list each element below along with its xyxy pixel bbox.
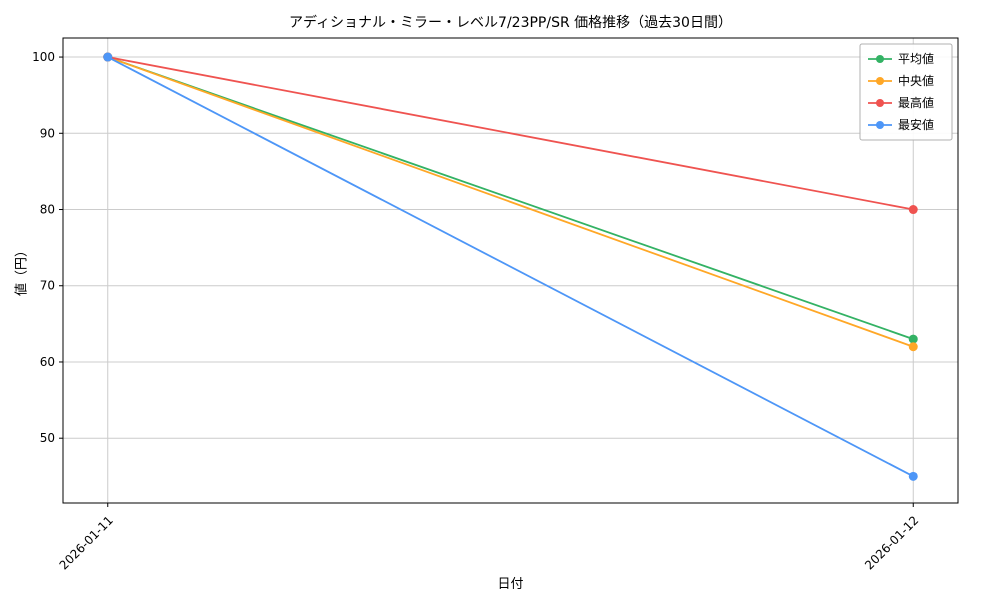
legend-marker bbox=[876, 99, 884, 107]
series-marker-0 bbox=[908, 334, 918, 344]
y-tick-label: 70 bbox=[40, 279, 55, 293]
legend-label: 平均値 bbox=[898, 51, 934, 66]
legend-marker bbox=[876, 121, 884, 129]
x-axis-label: 日付 bbox=[497, 577, 524, 592]
y-axis-label: 値（円） bbox=[14, 243, 30, 297]
legend-label: 最安値 bbox=[898, 117, 934, 132]
y-tick-label: 100 bbox=[32, 50, 55, 64]
legend-box bbox=[859, 43, 953, 141]
y-tick-label: 50 bbox=[40, 431, 55, 445]
legend-label: 最高値 bbox=[898, 95, 934, 110]
y-tick-label: 80 bbox=[40, 203, 55, 217]
y-tick-label: 90 bbox=[40, 126, 55, 140]
legend-marker bbox=[876, 55, 884, 63]
y-tick-label: 60 bbox=[40, 355, 55, 369]
series-line-3 bbox=[107, 56, 914, 478]
series-marker-3 bbox=[103, 52, 113, 62]
x-tick-label: 2026-01-11 bbox=[57, 513, 116, 572]
series-marker-2 bbox=[908, 205, 918, 215]
axes-box bbox=[62, 37, 959, 504]
series-marker-1 bbox=[908, 342, 918, 352]
x-tick-label: 2026-01-12 bbox=[862, 513, 921, 572]
chart-title: アディショナル・ミラー・レベル7/23PP/SR 価格推移（過去30日間） bbox=[289, 15, 732, 31]
series-marker-3 bbox=[908, 471, 918, 481]
series-line-0 bbox=[107, 56, 914, 340]
series-line-2 bbox=[107, 56, 914, 211]
legend-label: 中央値 bbox=[898, 73, 934, 88]
series-line-1 bbox=[107, 56, 914, 348]
legend-marker bbox=[876, 77, 884, 85]
